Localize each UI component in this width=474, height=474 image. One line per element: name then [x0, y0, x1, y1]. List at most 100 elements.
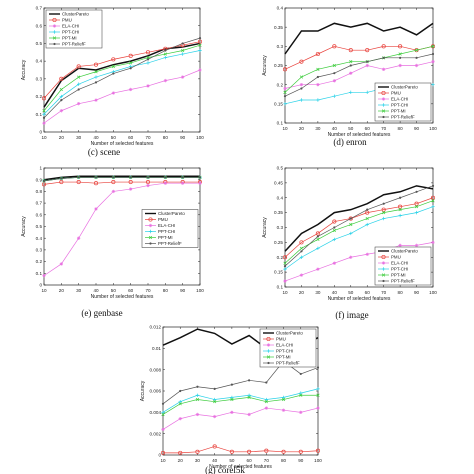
series-point-6 [316, 75, 319, 79]
y-tick-label: 0.25 [274, 240, 283, 245]
legend: ClusterParetoPMUELA-CHIPPT-CHIPPT-MIPPT-… [259, 328, 317, 368]
series-point-6 [283, 95, 287, 98]
legend-box [45, 9, 103, 49]
series-point-3 [178, 417, 182, 421]
series-point-2 [414, 48, 419, 53]
series-point-5 [230, 397, 234, 402]
series-point-5 [316, 67, 320, 71]
series-point-4 [316, 98, 320, 102]
x-tick-label: 100 [196, 288, 204, 293]
series-point-6 [146, 176, 150, 179]
series-point-4 [381, 216, 386, 221]
x-tick-label: 30 [315, 126, 321, 131]
series-point-6 [94, 81, 98, 84]
panel-caption: (f) image [335, 310, 368, 320]
series-point-4 [365, 222, 369, 227]
series-point-3 [264, 406, 269, 410]
x-tick-label: 30 [76, 288, 82, 293]
series-point-5 [178, 402, 182, 406]
x-axis-label: Number of selected features [91, 294, 154, 300]
series-point-6 [60, 99, 63, 102]
series-point-6 [198, 176, 202, 179]
series-point-5 [299, 393, 303, 397]
y-tick-label: 0.1 [277, 121, 284, 126]
series-point-4 [76, 82, 81, 86]
series-point-3 [316, 406, 320, 410]
series-point-5 [283, 261, 287, 265]
legend-entry: ClusterPareto [62, 12, 89, 17]
y-tick-label: 0 [158, 453, 161, 458]
legend: ClusterParetoPMUELA-CHIPPT-CHIPPT-MIPPT-… [374, 82, 432, 122]
y-tick-label: 0.1 [36, 112, 43, 117]
x-tick-label: 70 [264, 458, 270, 463]
series-point-5 [195, 397, 200, 402]
y-tick-label: 0.012 [150, 325, 162, 330]
series-point-3 [180, 75, 185, 79]
series-point-6 [129, 176, 132, 179]
series-point-5 [163, 52, 167, 56]
series-point-5 [146, 55, 150, 60]
series-point-2 [41, 96, 47, 101]
x-tick-label: 60 [128, 135, 134, 140]
legend-marker [267, 361, 270, 365]
series-point-4 [281, 395, 286, 400]
series-point-6 [161, 402, 165, 405]
legend-marker [52, 36, 57, 40]
x-tick-label: 50 [111, 135, 117, 140]
x-tick-label: 90 [298, 458, 304, 463]
series-point-3 [42, 273, 46, 278]
series-point-3 [163, 181, 168, 185]
legend-marker [381, 103, 386, 107]
x-tick-label: 40 [93, 135, 99, 140]
x-tick-label: 100 [429, 290, 437, 295]
y-tick-label: 0.3 [36, 76, 43, 81]
series-point-6 [299, 372, 302, 376]
legend: ClusterParetoPMUELA-CHIPPT-CHIPPT-MIPPT-… [45, 9, 103, 49]
series-point-6 [382, 202, 385, 205]
y-tick-label: 0.6 [36, 212, 43, 217]
series-point-2 [59, 179, 64, 185]
y-axis-label: Accuracy [262, 217, 268, 238]
series-point-6 [112, 72, 115, 75]
series-point-4 [365, 90, 369, 95]
legend-entry: PPT-CHI [391, 103, 408, 108]
series-point-5 [414, 48, 419, 52]
y-tick-label: 0 [39, 283, 42, 288]
series-line-6 [43, 37, 201, 119]
series-point-6 [230, 383, 233, 386]
series-point-5 [349, 222, 353, 227]
series-point-5 [42, 109, 46, 113]
y-tick-label: 0.3 [277, 225, 284, 230]
series-point-4 [332, 94, 337, 98]
series-point-6 [179, 389, 182, 393]
series-point-6 [146, 58, 150, 61]
series-line-4 [284, 206, 434, 270]
series-line-1 [43, 175, 200, 181]
legend-marker [148, 235, 153, 240]
series-point-3 [299, 273, 304, 277]
x-tick-label: 50 [229, 458, 235, 463]
chart-panel-1: 10 20 30 40 50 60 70 80 90 100 0 0.1 0.2 0.3 0.4 0.5 0.6… [21, 6, 204, 157]
legend-entry: ELA-CHI [62, 24, 79, 29]
series-line-1 [43, 42, 201, 108]
y-tick-label: 0.15 [274, 270, 283, 275]
series-point-2 [160, 450, 166, 455]
series-point-6 [415, 190, 418, 193]
series-point-4 [212, 397, 217, 402]
series-point-5 [382, 211, 386, 215]
series-point-2 [178, 450, 183, 455]
series-point-3 [365, 63, 369, 68]
legend-marker [266, 336, 271, 342]
series-point-3 [414, 243, 419, 248]
y-tick-label: 0.4 [36, 236, 43, 241]
chart-panel-3: 10 20 30 40 50 60 70 80 90 100 0 0.1 0.2 0.3 0.4 0.5 0.6… [21, 166, 204, 318]
series-line-5 [284, 45, 434, 93]
series-point-2 [381, 207, 386, 212]
series-point-4 [316, 387, 320, 391]
series-point-2 [145, 50, 151, 55]
y-tick-label: 0.1 [277, 285, 284, 290]
series-point-5 [316, 237, 320, 242]
legend: ClusterParetoPMUELA-CHIPPT-CHIPPT-MIPPT-… [141, 209, 199, 248]
legend-marker [381, 267, 386, 271]
x-tick-label: 10 [282, 126, 288, 131]
